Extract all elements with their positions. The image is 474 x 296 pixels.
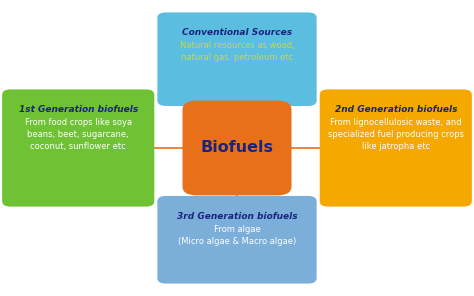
Text: Natural resources as wood,
natural gas, petroleum etc: Natural resources as wood, natural gas, … [180,41,294,62]
Text: From algae
(Micro algae & Macro algae): From algae (Micro algae & Macro algae) [178,225,296,246]
Text: From food crops like soya
beans, beet, sugarcane,
coconut, sunflower etc: From food crops like soya beans, beet, s… [25,118,132,151]
Text: 1st Generation biofuels: 1st Generation biofuels [18,105,138,114]
FancyBboxPatch shape [182,101,292,195]
Text: Biofuels: Biofuels [201,141,273,155]
Text: Conventional Sources: Conventional Sources [182,28,292,37]
Text: From lignocellulosic waste, and
specialized fuel producing crops
like jatropha e: From lignocellulosic waste, and speciali… [328,118,464,151]
FancyBboxPatch shape [157,196,317,284]
Text: 3rd Generation biofuels: 3rd Generation biofuels [177,212,297,221]
FancyBboxPatch shape [319,89,472,207]
FancyBboxPatch shape [2,89,154,207]
Text: 2nd Generation biofuels: 2nd Generation biofuels [335,105,457,114]
FancyBboxPatch shape [157,12,317,106]
